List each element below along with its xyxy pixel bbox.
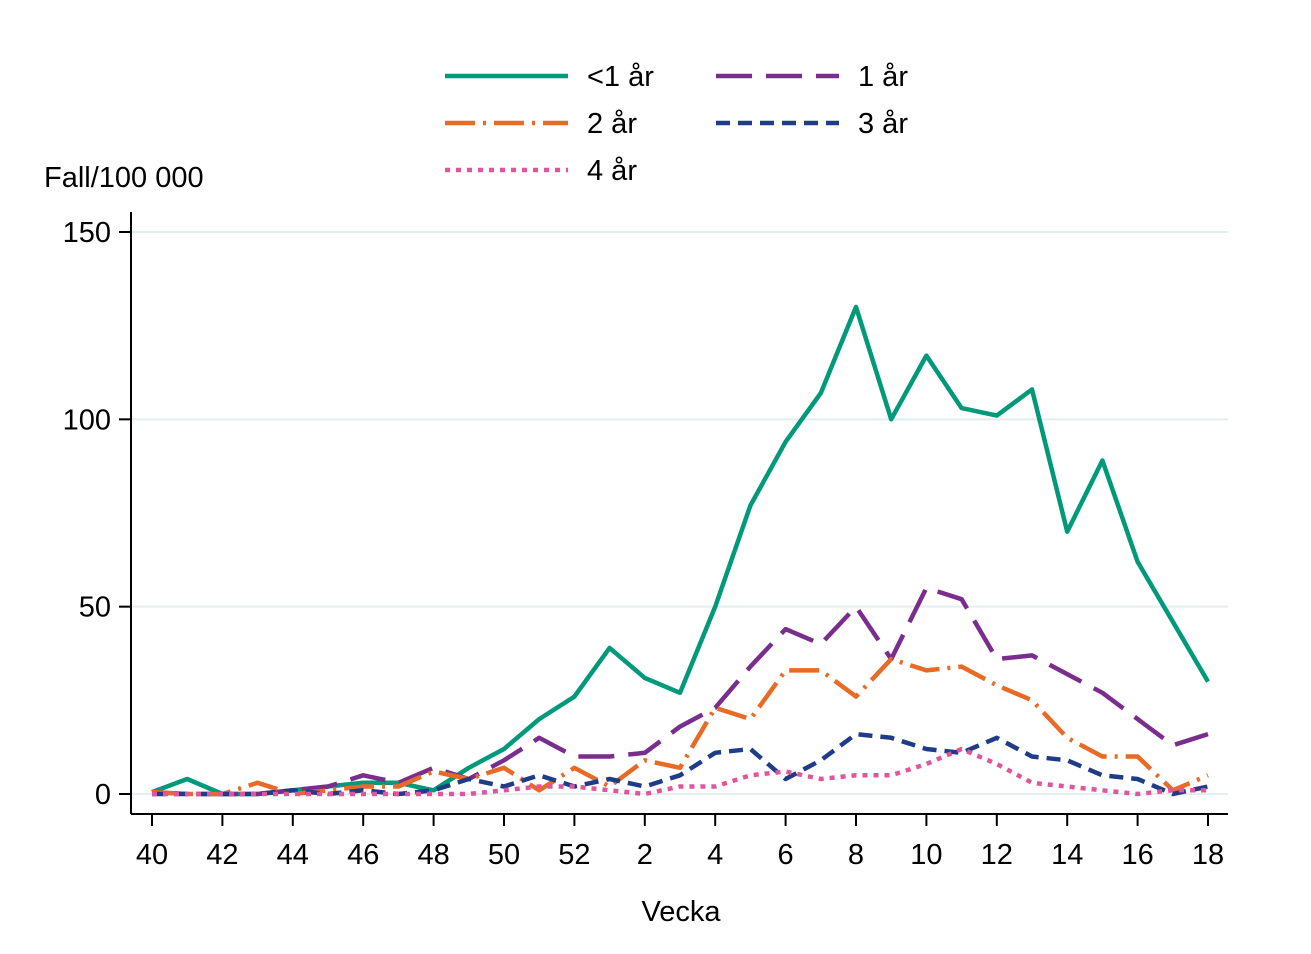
x-tick-label: 14 — [1051, 839, 1083, 871]
y-ticks: 0 50 100 150 — [63, 217, 131, 811]
grid — [131, 231, 1228, 795]
x-tick-label: 42 — [206, 839, 238, 871]
x-tick-label: 40 — [136, 839, 168, 871]
x-tick-label: 44 — [277, 839, 309, 871]
x-tick-label: 6 — [778, 839, 794, 871]
y-tick-label: 0 — [95, 779, 111, 811]
series-line-2 — [151, 656, 1209, 797]
y-tick-label: 50 — [79, 592, 111, 624]
legend-label-4: 4 år — [587, 155, 637, 187]
legend-label-3: 3 år — [858, 108, 908, 140]
x-tick-label: 50 — [488, 839, 520, 871]
x-tick-label: 46 — [347, 839, 379, 871]
x-axis-title: Vecka — [642, 896, 722, 928]
y-tick-label: 150 — [63, 217, 111, 249]
x-tick-label: 48 — [417, 839, 449, 871]
x-tick-label: 52 — [558, 839, 590, 871]
x-tick-label: 8 — [848, 839, 864, 871]
series-line-4 — [152, 746, 1208, 797]
legend-label-0: <1 år — [587, 61, 654, 93]
series-line-1 — [151, 585, 1209, 797]
y-tick-label: 100 — [63, 404, 111, 436]
series-lines — [151, 304, 1210, 797]
x-tick-label: 12 — [981, 839, 1013, 871]
axes — [130, 212, 1228, 815]
x-tick-label: 10 — [910, 839, 942, 871]
x-tick-label: 2 — [637, 839, 653, 871]
x-tick-label: 18 — [1192, 839, 1224, 871]
x-tick-label: 4 — [707, 839, 723, 871]
y-axis-title: Fall/100 000 — [44, 162, 204, 194]
legend-label-1: 1 år — [858, 61, 908, 93]
legend-label-2: 2 år — [587, 108, 637, 140]
x-ticks: 40 42 44 46 48 50 52 2 4 6 8 10 12 14 16 18 — [136, 814, 1224, 871]
x-tick-label: 16 — [1121, 839, 1153, 871]
legend: <1 år 1 år 2 år 3 år 4 år — [445, 61, 908, 187]
